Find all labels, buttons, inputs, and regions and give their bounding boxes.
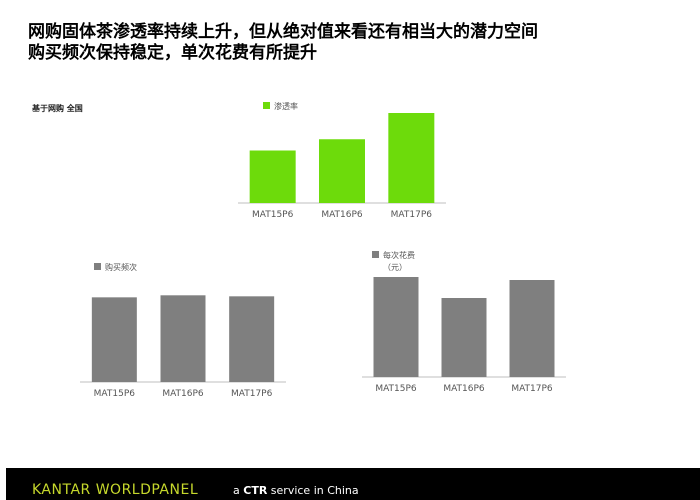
bar-mat15p6: [249, 150, 296, 203]
x-tick-label: MAT17P6: [231, 389, 273, 399]
x-tick-label: MAT17P6: [511, 384, 553, 394]
x-tick-label: MAT16P6: [162, 389, 204, 399]
legend-label-line-1: 每次花费: [383, 250, 415, 260]
x-tick-label: MAT16P6: [443, 384, 485, 394]
bar-mat16p6: [160, 295, 206, 382]
title-line-2: 购买频次保持稳定，单次花费有所提升: [28, 43, 317, 63]
x-tick-label: MAT15P6: [375, 384, 417, 394]
x-tick-label: MAT15P6: [94, 389, 136, 399]
title-line-1: 网购固体茶渗透率持续上升，但从绝对值来看还有相当大的潜力空间: [28, 22, 538, 42]
tagline-prefix: a: [233, 484, 240, 497]
bar-mat17p6: [388, 113, 435, 203]
scope-label: 基于网购 全国: [32, 104, 83, 113]
legend-swatch: [372, 251, 379, 258]
tagline-suffix: service in China: [270, 484, 359, 497]
legend: 渗透率: [263, 101, 298, 111]
legend-swatch: [94, 263, 101, 270]
legend: 购买频次: [94, 262, 137, 272]
legend-swatch: [263, 102, 270, 109]
x-tick-label: MAT17P6: [391, 210, 433, 220]
legend-label: 每次花费 （元）: [383, 250, 415, 272]
x-tick-label: MAT16P6: [321, 210, 363, 220]
tagline: a CTR service in China: [233, 484, 359, 497]
bar-mat16p6: [441, 298, 487, 377]
legend-label: 购买频次: [105, 262, 137, 272]
page-title: 网购固体茶渗透率持续上升，但从绝对值来看还有相当大的潜力空间 购买频次保持稳定，…: [28, 22, 668, 64]
bar-mat15p6: [373, 277, 419, 377]
bar-mat16p6: [319, 139, 365, 203]
kantar-worldpanel-logo: KANTAR WORLDPANEL: [32, 482, 199, 498]
tagline-ctr: CTR: [243, 484, 268, 497]
x-tick-label: MAT15P6: [252, 210, 294, 220]
legend-label-line-2: （元）: [383, 263, 407, 272]
bar-mat15p6: [91, 297, 137, 382]
legend-label: 渗透率: [274, 101, 298, 111]
legend: 每次花费 （元）: [372, 250, 415, 272]
bar-mat17p6: [229, 296, 275, 382]
footer-bar: KANTAR WORLDPANEL a CTR service in China: [6, 468, 700, 500]
bar-mat17p6: [509, 280, 555, 377]
